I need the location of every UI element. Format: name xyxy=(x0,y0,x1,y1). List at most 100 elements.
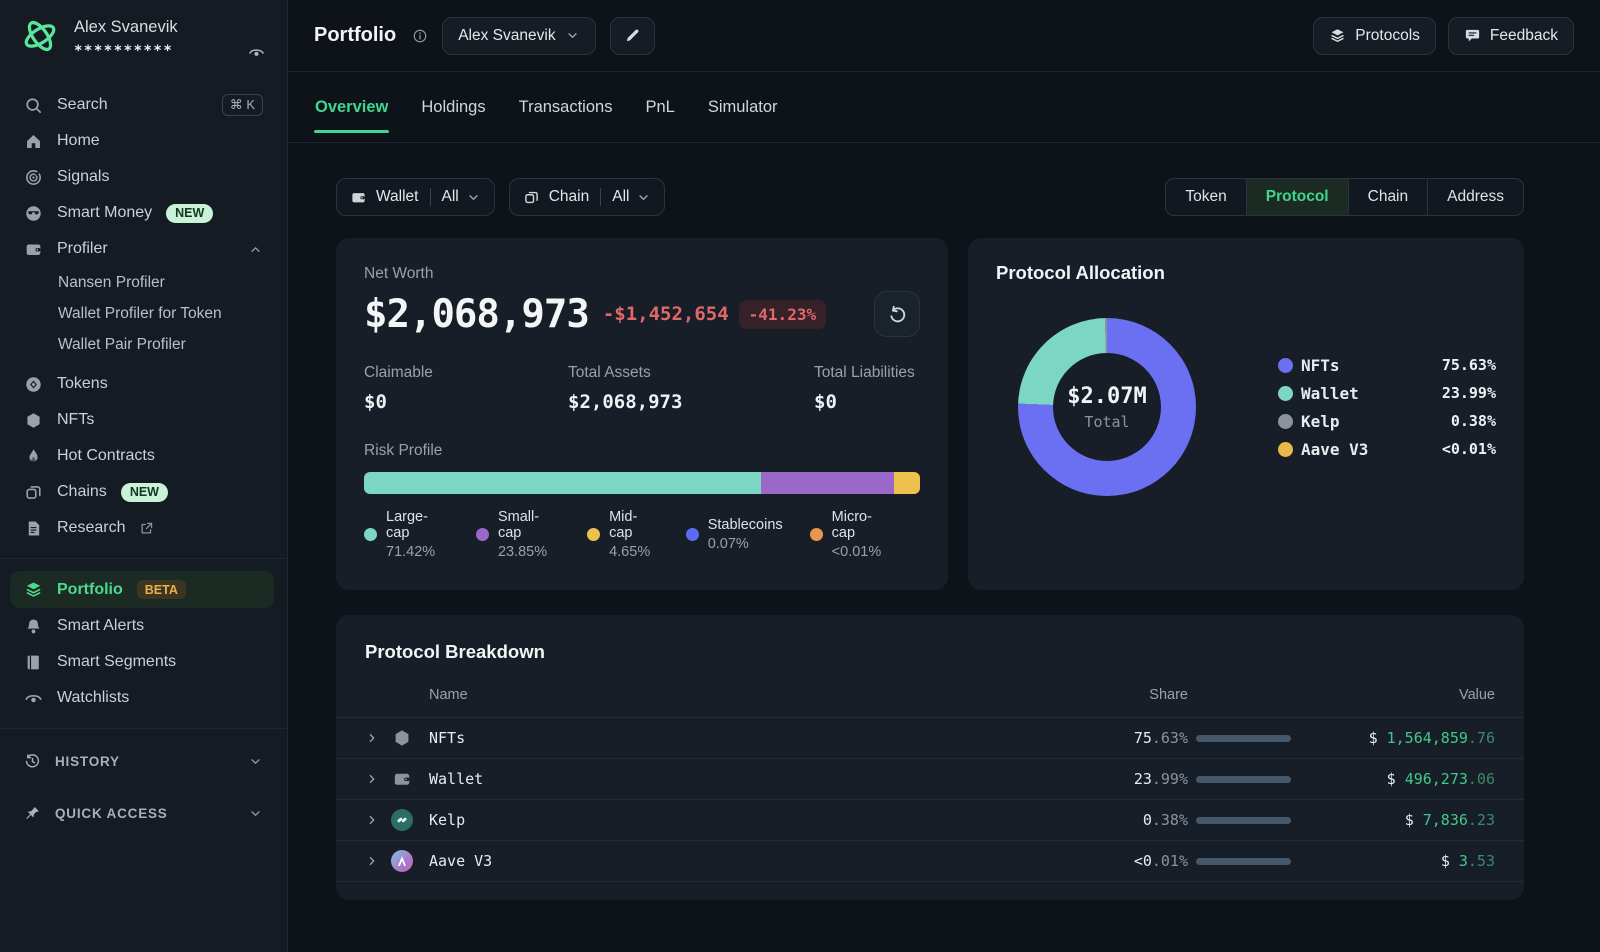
search-shortcut-badge: ⌘ K xyxy=(221,94,263,116)
edit-portfolio-button[interactable] xyxy=(609,16,655,55)
protocol-allocation-card: Protocol Allocation $2.07M Total NFTs xyxy=(968,238,1524,590)
tab-simulator[interactable]: Simulator xyxy=(707,98,778,116)
net-worth-card: Net Worth $2,068,973 -$1,452,654 -41.23%… xyxy=(336,238,948,590)
info-icon[interactable] xyxy=(412,28,428,44)
share-dec: .99% xyxy=(1151,770,1188,788)
donut-total-value: $2.07M xyxy=(1067,383,1147,409)
segment-token[interactable]: Token xyxy=(1185,188,1227,205)
chevron-right-icon[interactable] xyxy=(365,772,379,786)
chevron-right-icon[interactable] xyxy=(365,813,379,827)
sidebar-item-label: Wallet Pair Profiler xyxy=(58,335,186,353)
table-row-kelp[interactable]: Kelp 0.38% $ 7,836.23 xyxy=(336,799,1524,840)
legend-value: <0.01% xyxy=(1441,440,1496,458)
sidebar-item-wallet-profiler-for-token[interactable]: Wallet Profiler for Token xyxy=(0,298,287,329)
hide-balance-eye-icon[interactable] xyxy=(248,44,265,61)
sidebar-item-nansen-profiler[interactable]: Nansen Profiler xyxy=(0,267,287,298)
sidebar-item-portfolio[interactable]: Portfolio BETA xyxy=(10,571,274,608)
sidebar-section-quick-access[interactable]: QUICK ACCESS xyxy=(0,793,287,833)
row-value: $ 1,564,859.76 xyxy=(1369,729,1495,747)
tab-pnl[interactable]: PnL xyxy=(645,98,675,116)
sidebar-item-label: Portfolio xyxy=(57,580,123,598)
segment-chain[interactable]: Chain xyxy=(1347,179,1428,215)
sidebar-item-signals[interactable]: Signals xyxy=(0,159,287,195)
risk-legend-item: Small-cap 23.85% xyxy=(475,509,560,560)
sidebar-item-watchlists[interactable]: Watchlists xyxy=(0,680,287,716)
legend-dot xyxy=(587,528,601,541)
sidebar-item-label: Smart Segments xyxy=(57,653,177,670)
claimable-stat: Claimable $0 xyxy=(364,364,568,413)
table-row-aave-v3[interactable]: Aave V3 <0.01% $ 3.53 xyxy=(336,840,1524,881)
table-row-wallet[interactable]: Wallet 23.99% $ 496,273.06 xyxy=(336,758,1524,799)
sidebar-item-wallet-pair-profiler[interactable]: Wallet Pair Profiler xyxy=(0,329,287,360)
feedback-button[interactable]: Feedback xyxy=(1447,16,1574,55)
page-title: Portfolio xyxy=(314,24,397,46)
row-name: NFTs xyxy=(429,729,466,747)
sidebar-item-label: Tokens xyxy=(57,375,108,392)
tab-overview[interactable]: Overview xyxy=(314,73,390,141)
chat-bubble-icon xyxy=(1464,27,1481,44)
sidebar-item-home[interactable]: Home xyxy=(0,123,287,159)
sidebar-item-nfts[interactable]: NFTs xyxy=(0,402,287,438)
sidebar-section-history[interactable]: HISTORY xyxy=(0,741,287,781)
view-segmented-control: Token Protocol Chain Address xyxy=(1165,178,1524,216)
new-badge: NEW xyxy=(166,203,214,223)
share-dec: .01% xyxy=(1151,852,1188,870)
tab-holdings[interactable]: Holdings xyxy=(421,98,486,116)
total-assets-stat: Total Assets $2,068,973 xyxy=(568,364,814,413)
legend-pct: 23.85% xyxy=(497,544,548,560)
account-selector[interactable]: Alex Svanevik xyxy=(442,16,596,55)
share-bar xyxy=(1196,857,1291,865)
main-area: Portfolio Alex Svanevik Protocols Feedba… xyxy=(288,0,1600,952)
sidebar-item-hot-contracts[interactable]: Hot Contracts xyxy=(0,438,287,474)
chain-filter-button[interactable]: Chain All xyxy=(508,178,666,216)
wallet-filter-value: All xyxy=(441,188,459,205)
chevron-right-icon[interactable] xyxy=(365,731,379,745)
profile-block[interactable]: Alex Svanevik ********** xyxy=(0,0,287,73)
claimable-value: $0 xyxy=(364,391,387,413)
segment-protocol[interactable]: Protocol xyxy=(1245,179,1348,215)
row-name: Aave V3 xyxy=(429,852,493,870)
sidebar-item-research[interactable]: Research xyxy=(0,510,287,546)
protocols-button[interactable]: Protocols xyxy=(1313,16,1436,55)
wallet-filter-label: Wallet xyxy=(376,188,419,205)
chains-icon xyxy=(24,483,43,502)
risk-profile-bar xyxy=(364,472,920,494)
segment-address[interactable]: Address xyxy=(1427,179,1523,215)
sidebar-item-smart-alerts[interactable]: Smart Alerts xyxy=(0,608,287,644)
sidebar-item-label: Search xyxy=(57,96,108,113)
sidebar-item-label: Chains xyxy=(57,483,107,500)
sidebar-item-chains[interactable]: Chains NEW xyxy=(0,474,287,510)
sidebar-section-label: HISTORY xyxy=(55,753,120,769)
chevron-up-icon xyxy=(248,242,263,257)
allocation-donut-chart[interactable]: $2.07M Total xyxy=(1018,318,1196,496)
column-header-share: Share xyxy=(1149,687,1188,703)
tab-transactions[interactable]: Transactions xyxy=(518,98,613,116)
sidebar-item-smart-money[interactable]: Smart Money NEW xyxy=(0,195,287,231)
nft-hexagon-icon xyxy=(24,411,43,430)
risk-segment-large-cap xyxy=(364,472,762,494)
risk-legend-item: Large-cap 71.42% xyxy=(364,509,449,560)
risk-profile-label: Risk Profile xyxy=(364,442,443,459)
document-icon xyxy=(24,519,43,538)
table-row-nfts[interactable]: NFTs 75.63% $ 1,564,859.76 xyxy=(336,717,1524,758)
sidebar-section-label: QUICK ACCESS xyxy=(55,805,168,821)
refresh-button[interactable] xyxy=(874,291,920,337)
sidebar-item-tokens[interactable]: Tokens xyxy=(0,366,287,402)
beta-badge: BETA xyxy=(136,580,186,599)
value-dec: .06 xyxy=(1467,770,1495,788)
wallet-filter-button[interactable]: Wallet All xyxy=(336,178,495,216)
sidebar-item-smart-segments[interactable]: Smart Segments xyxy=(0,644,287,680)
breakdown-table-header: Name Share Value xyxy=(336,673,1524,717)
chevron-right-icon[interactable] xyxy=(365,854,379,868)
sidebar-item-label: Signals xyxy=(57,168,110,185)
row-value: $ 496,273.06 xyxy=(1387,770,1495,788)
net-worth-value: $2,068,973 xyxy=(364,291,590,337)
sidebar-item-profiler[interactable]: Profiler xyxy=(0,231,287,267)
share-int: 75 xyxy=(1133,729,1152,747)
aave-v3-protocol-icon xyxy=(391,850,413,872)
column-header-name: Name xyxy=(429,687,468,703)
history-clock-icon xyxy=(24,753,41,770)
donut-total-label: Total xyxy=(1084,412,1130,431)
sidebar-item-search[interactable]: Search ⌘ K xyxy=(0,87,287,123)
sidebar-item-label: Wallet Profiler for Token xyxy=(58,304,222,322)
